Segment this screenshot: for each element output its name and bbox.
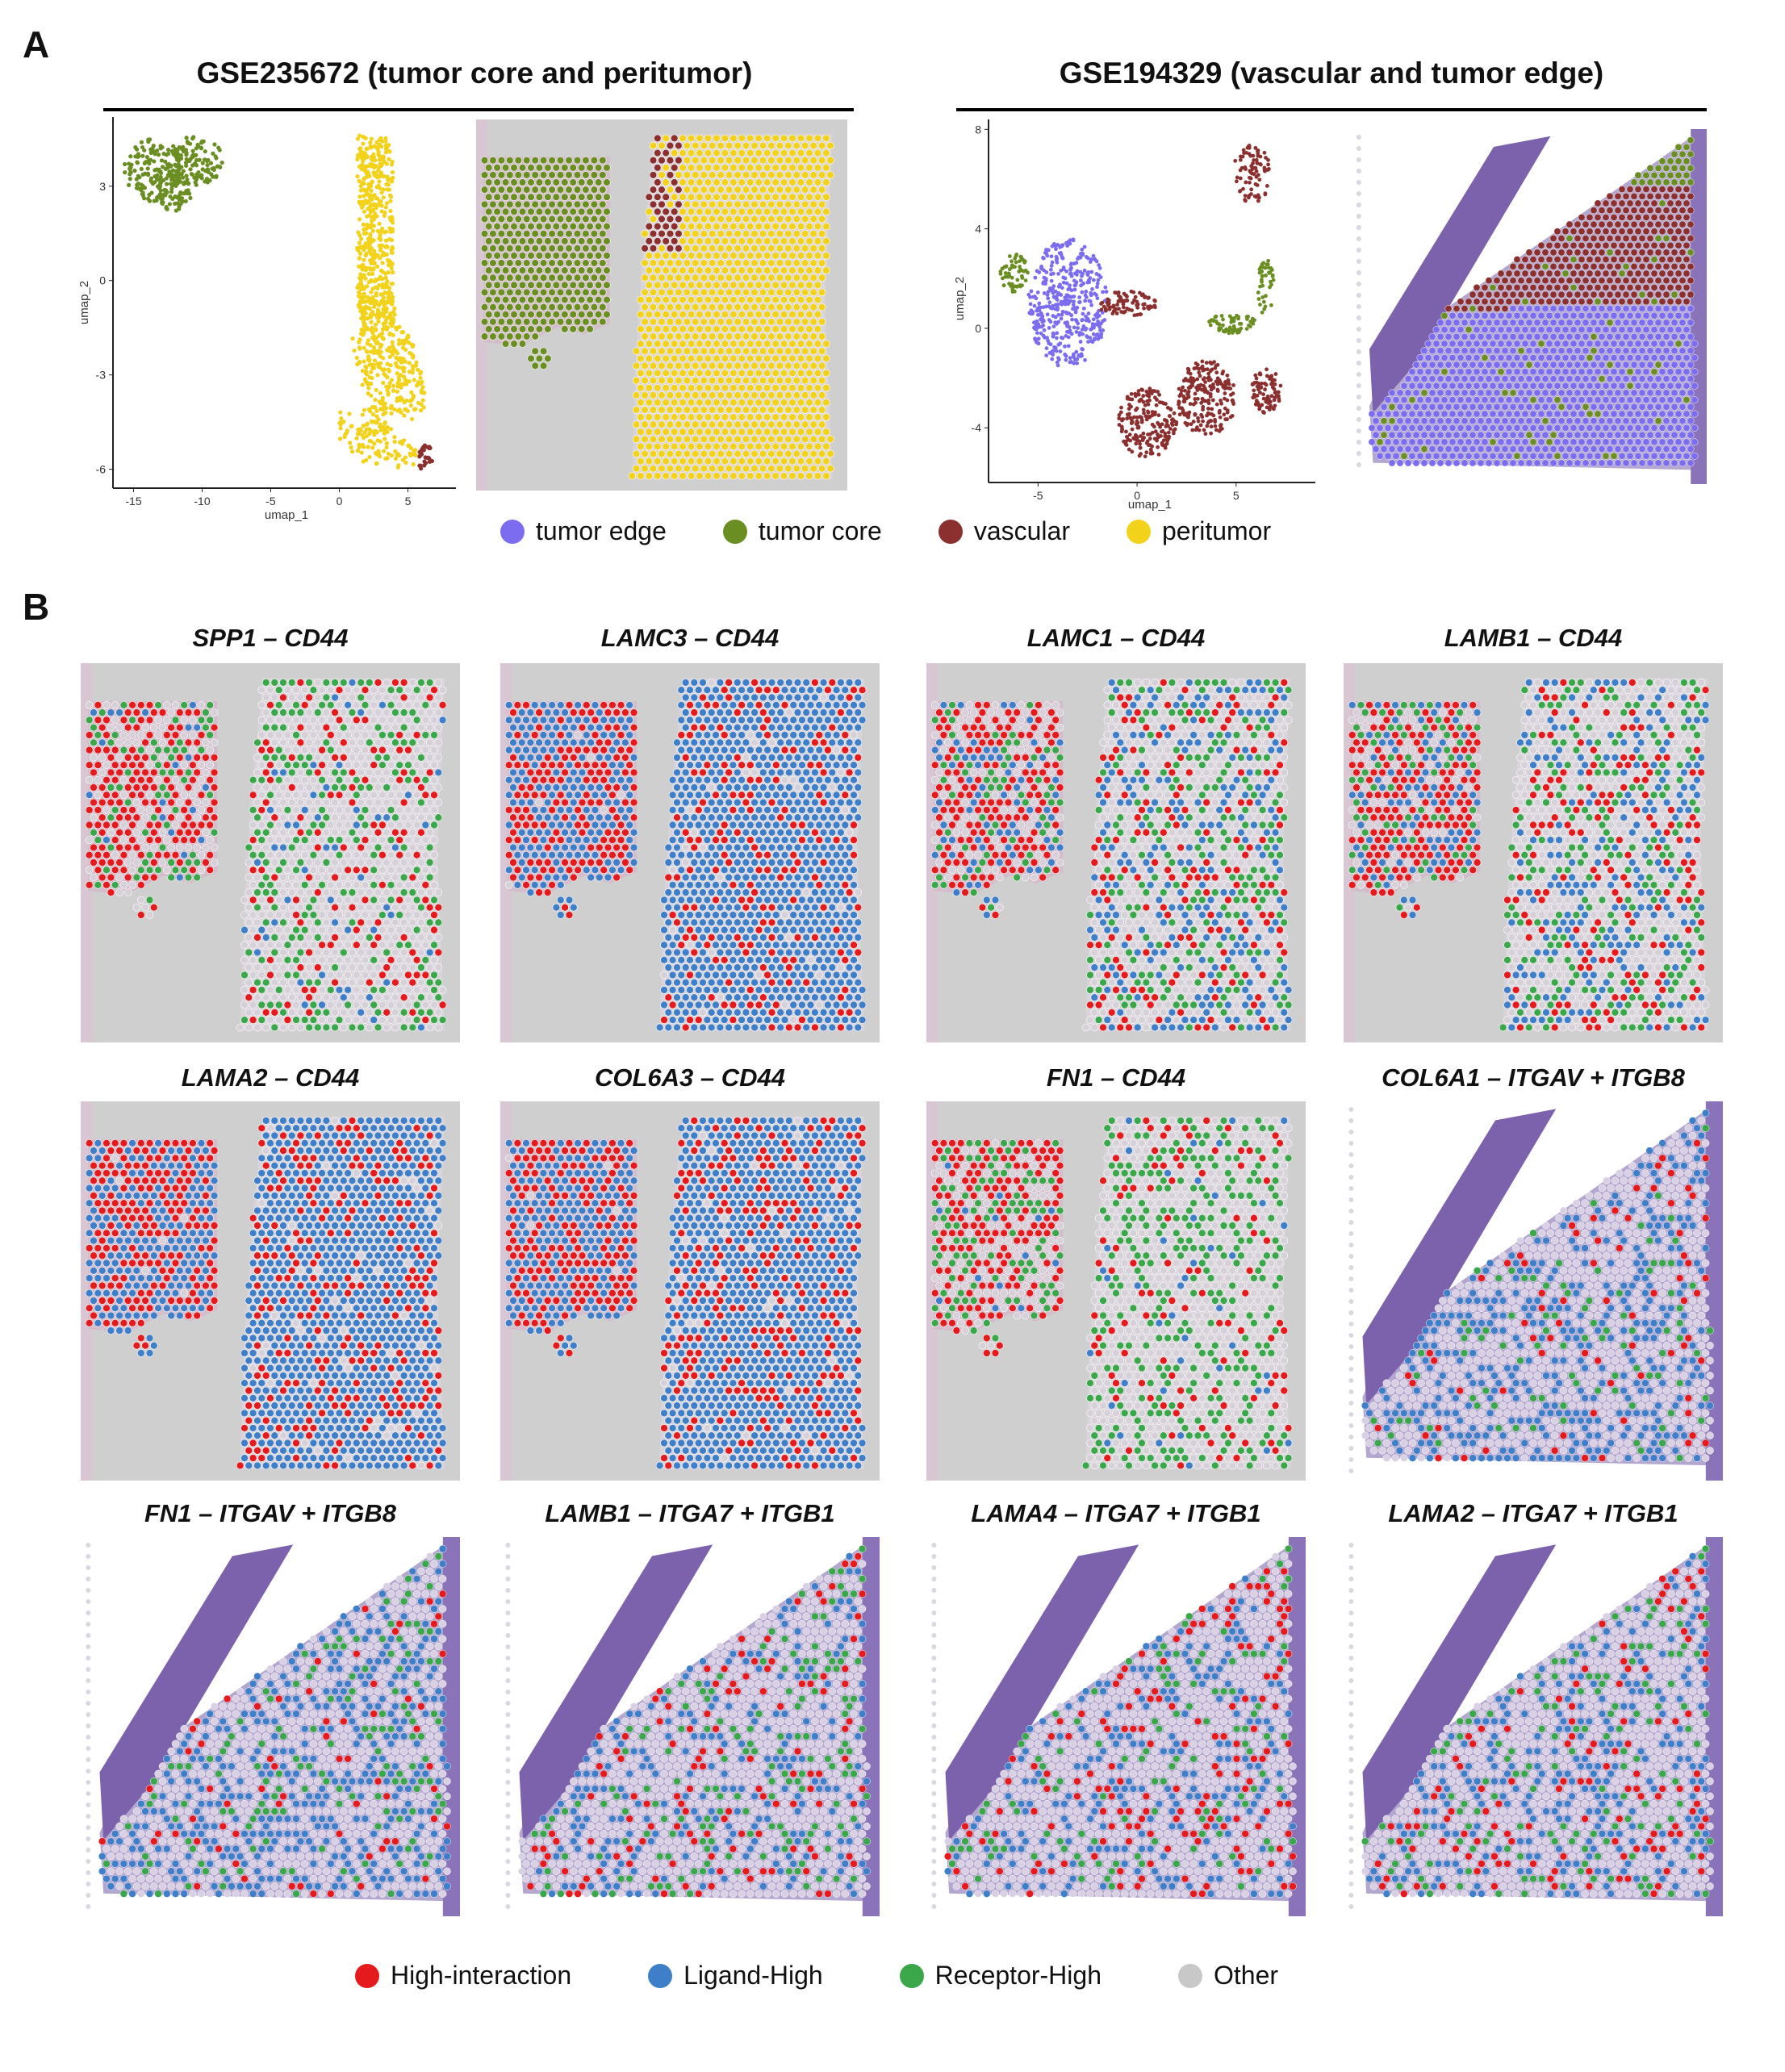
legend-item-tumor-edge: tumor edge (500, 516, 667, 546)
legend-swatch (1177, 1963, 1202, 1988)
tile-title: LAMA4 – ITGA7 + ITGB1 (894, 1499, 1338, 1528)
umap-plot-left: 3 0 -3 -6 -15 -10 -5 0 5 umap_1 umap_2 (77, 117, 456, 522)
tile-title: SPP1 – CD44 (48, 624, 492, 653)
tile-title: LAMB1 – CD44 (1311, 624, 1755, 653)
title-rule-left (103, 108, 854, 111)
region-legend: tumor edge tumor core vascular peritumor (500, 516, 1307, 546)
svg-text:5: 5 (405, 495, 412, 508)
legend-swatch (500, 519, 525, 544)
legend-item-peritumor: peritumor (1126, 516, 1271, 546)
interaction-legend: High-interaction Ligand-High Receptor-Hi… (355, 1961, 1485, 1991)
tile-title: FN1 – ITGAV + ITGB8 (48, 1499, 492, 1528)
umap-left-ylabel: umap_2 (77, 281, 91, 324)
legend-item-tumor-core: tumor core (722, 516, 882, 546)
svg-text:-5: -5 (265, 495, 276, 508)
legend-swatch (899, 1963, 924, 1988)
tile-title: COL6A1 – ITGAV + ITGB8 (1311, 1063, 1755, 1092)
spatial-overview-right (1352, 129, 1707, 484)
svg-text:-4: -4 (972, 421, 982, 434)
tile-title: LAMC1 – CD44 (894, 624, 1338, 653)
svg-text:-3: -3 (96, 369, 107, 382)
svg-text:8: 8 (975, 123, 981, 136)
legend-item-ligand-high: Ligand-High (648, 1961, 823, 1991)
legend-swatch (722, 519, 747, 544)
umap-plot-right: 8 4 0 -4 -5 0 5 umap_1 umap_2 (953, 119, 1315, 512)
svg-text:-15: -15 (125, 495, 141, 508)
legend-item-receptor-high: Receptor-High (899, 1961, 1102, 1991)
spatial-map-tile (926, 1101, 1306, 1481)
spatial-map-tile (926, 1537, 1306, 1916)
svg-text:0: 0 (337, 495, 343, 508)
umap-right-xlabel: umap_1 (1128, 498, 1172, 512)
tile-title: LAMB1 – ITGA7 + ITGB1 (468, 1499, 912, 1528)
spatial-map-tile (500, 1537, 880, 1916)
svg-text:-6: -6 (96, 463, 107, 476)
legend-item-vascular: vascular (938, 516, 1070, 546)
legend-swatch (355, 1963, 379, 1988)
umap-right-ylabel: umap_2 (953, 277, 967, 320)
legend-item-other: Other (1177, 1961, 1278, 1991)
tile-title: FN1 – CD44 (894, 1063, 1338, 1092)
legend-swatch (938, 519, 963, 544)
title-rule-right (956, 108, 1707, 111)
tile-title: COL6A3 – CD44 (468, 1063, 912, 1092)
spatial-map-tile (1344, 1101, 1723, 1481)
spatial-map-tile (81, 1537, 460, 1916)
legend-swatch (648, 1963, 673, 1988)
spatial-overview-left (476, 119, 847, 491)
svg-text:-5: -5 (1033, 489, 1043, 502)
tile-title: LAMC3 – CD44 (468, 624, 912, 653)
svg-text:3: 3 (99, 180, 106, 193)
spatial-map-tile (1344, 663, 1723, 1042)
spatial-map-tile (81, 663, 460, 1042)
legend-swatch (1126, 519, 1151, 544)
legend-item-high-interaction: High-interaction (355, 1961, 571, 1991)
svg-text:0: 0 (1134, 489, 1140, 502)
spatial-map-tile (500, 663, 880, 1042)
spatial-map-tile (926, 663, 1306, 1042)
svg-text:0: 0 (975, 322, 981, 335)
svg-text:5: 5 (1233, 489, 1239, 502)
svg-text:4: 4 (975, 223, 981, 236)
panel-a-letter: A (23, 23, 49, 66)
spatial-map-tile (1344, 1537, 1723, 1916)
umap-left-xlabel: umap_1 (265, 508, 308, 522)
dataset-title-left: GSE235672 (tumor core and peritumor) (103, 56, 846, 90)
spatial-map-tile (81, 1101, 460, 1481)
svg-text:0: 0 (99, 274, 106, 287)
tile-title: LAMA2 – CD44 (48, 1063, 492, 1092)
dataset-title-right: GSE194329 (vascular and tumor edge) (956, 56, 1707, 90)
svg-text:-10: -10 (194, 495, 210, 508)
spatial-map-tile (500, 1101, 880, 1481)
tile-title: LAMA2 – ITGA7 + ITGB1 (1311, 1499, 1755, 1528)
panel-b-letter: B (23, 585, 49, 629)
